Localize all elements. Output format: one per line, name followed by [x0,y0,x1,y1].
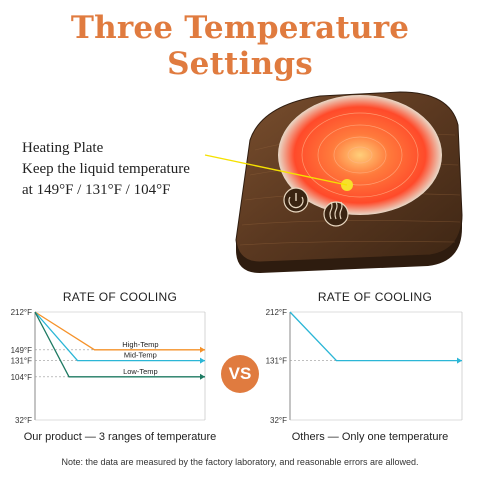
series-label: Mid-Temp [124,351,157,360]
y-tick-label: 131°F [266,357,288,366]
left-chart-title: RATE OF COOLING [62,290,178,304]
y-tick-label: 149°F [11,346,33,355]
callout-line-2: Keep the liquid temperature [22,161,190,177]
series-arrowhead [457,357,462,364]
series-label: Low-Temp [123,367,158,376]
series-label: High-Temp [122,340,158,349]
page-title: Three Temperature Settings [70,10,410,82]
y-tick-label: 212°F [11,308,33,317]
power-icon-ring [288,196,304,209]
y-tick-label: 212°F [266,308,288,317]
heat-icon [329,201,343,220]
heat-button[interactable] [323,201,349,227]
left-chart-caption: Our product — 3 ranges of temperature [23,431,217,443]
heating-plate-illustration [204,91,463,273]
series-arrowhead [200,346,205,353]
series-line [289,311,462,362]
vs-badge: VS [221,355,259,393]
series-line [34,311,205,351]
y-tick-label: 131°F [11,357,33,366]
callout-title: Heating Plate [22,140,104,156]
series-line [34,311,205,378]
callout-line-3: at 149°F / 131°F / 104°F [22,182,171,198]
heating-plate-callout: Heating Plate Keep the liquid temperatur… [22,138,190,201]
y-tick-label: 32°F [270,416,287,425]
left-chart: 212°F 149°F 131°F 104°F 32°F High-Temp Mid-Tem… [11,308,206,425]
y-tick-label: 104°F [11,373,33,382]
y-tick-label: 32°F [15,416,32,425]
right-chart-caption: Others — Only one temperature [291,431,449,443]
footnote: Note: the data are measured by the facto… [61,457,419,467]
series-arrowhead [200,357,205,364]
right-chart-title: RATE OF COOLING [317,290,433,304]
series-line [34,311,205,362]
right-chart: 212°F 131°F 32°F [266,308,463,425]
callout-line [204,154,348,186]
base-edge [236,215,462,273]
series-arrowhead [200,373,205,380]
